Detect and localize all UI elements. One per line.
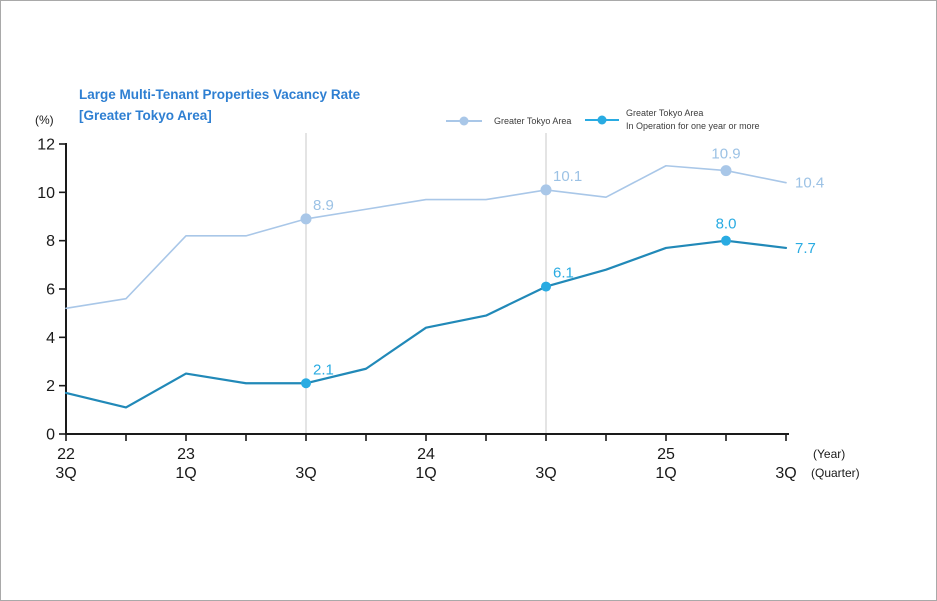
y-tick-label: 12 bbox=[37, 137, 55, 154]
x-tick-year-label: 25 bbox=[657, 446, 675, 463]
chart-title-line1: Large Multi-Tenant Properties Vacancy Ra… bbox=[79, 87, 361, 102]
x-tick-quarter-label: 1Q bbox=[415, 465, 436, 482]
data-point-label: 8.9 bbox=[313, 197, 334, 214]
legend-item-greater-tokyo-area: Greater Tokyo Area bbox=[445, 113, 571, 129]
legend-label: Greater Tokyo Area bbox=[494, 115, 571, 128]
chart-title-line2: [Greater Tokyo Area] bbox=[79, 108, 212, 123]
data-point-label: 10.4 bbox=[795, 175, 824, 192]
series-line-0 bbox=[65, 164, 787, 310]
x-tick-quarter-label: 1Q bbox=[655, 465, 676, 482]
x-tick-year-label: 23 bbox=[177, 446, 195, 463]
y-tick-label: 10 bbox=[37, 185, 55, 202]
legend-label-line: In Operation for one year or more bbox=[626, 121, 760, 131]
x-axis-year-suffix-label: (Year) bbox=[813, 447, 846, 461]
data-point-marker bbox=[720, 165, 732, 177]
data-point-label: 6.1 bbox=[553, 265, 574, 282]
x-tick-quarter-label: 3Q bbox=[295, 465, 316, 482]
x-tick-quarter-label: 3Q bbox=[775, 465, 796, 482]
legend-item-in-operation-one-year: Greater Tokyo Area In Operation for one … bbox=[584, 107, 760, 133]
data-point-label: 2.1 bbox=[313, 361, 334, 378]
chart-title: Large Multi-Tenant Properties Vacancy Ra… bbox=[79, 84, 360, 126]
series-line-1 bbox=[64, 239, 788, 409]
legend-label: Greater Tokyo Area In Operation for one … bbox=[626, 107, 760, 133]
y-axis-unit-label: (%) bbox=[35, 113, 54, 127]
legend-line-marker-icon bbox=[446, 116, 482, 126]
data-point-label: 10.9 bbox=[711, 146, 740, 163]
data-point-marker bbox=[541, 281, 551, 292]
data-point-label: 7.7 bbox=[795, 240, 816, 257]
y-tick-label: 4 bbox=[46, 330, 55, 347]
x-tick-quarter-label: 3Q bbox=[535, 465, 556, 482]
data-point-marker bbox=[301, 378, 311, 389]
legend-label-line: Greater Tokyo Area bbox=[626, 108, 704, 118]
data-point-label: 10.1 bbox=[553, 168, 582, 185]
y-tick-label: 0 bbox=[46, 427, 55, 444]
data-point-marker bbox=[540, 184, 552, 196]
data-point-marker bbox=[300, 213, 312, 225]
data-point-label: 8.0 bbox=[716, 216, 737, 233]
data-point-marker bbox=[721, 235, 731, 246]
y-tick-label: 6 bbox=[46, 282, 55, 299]
legend-line-marker-icon bbox=[585, 115, 619, 125]
legend-dot-icon bbox=[459, 116, 469, 126]
legend-dot-icon bbox=[597, 115, 607, 125]
x-tick-quarter-label: 3Q bbox=[55, 465, 76, 482]
x-tick-year-label: 24 bbox=[417, 446, 435, 463]
y-tick-label: 8 bbox=[46, 233, 55, 250]
y-tick-label: 2 bbox=[46, 378, 55, 395]
legend-label-line: Greater Tokyo Area bbox=[494, 115, 572, 126]
x-axis-quarter-suffix-label: (Quarter) bbox=[811, 466, 860, 480]
x-tick-quarter-label: 1Q bbox=[175, 465, 196, 482]
x-tick-year-label: 22 bbox=[57, 446, 75, 463]
